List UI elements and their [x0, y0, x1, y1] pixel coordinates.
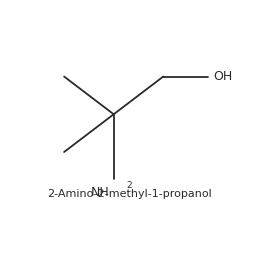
Text: 2: 2 [127, 181, 132, 190]
Text: OH: OH [213, 70, 232, 83]
Text: 2-Amino-2-methyl-1-propanol: 2-Amino-2-methyl-1-propanol [48, 189, 212, 199]
Text: NH: NH [91, 186, 110, 199]
